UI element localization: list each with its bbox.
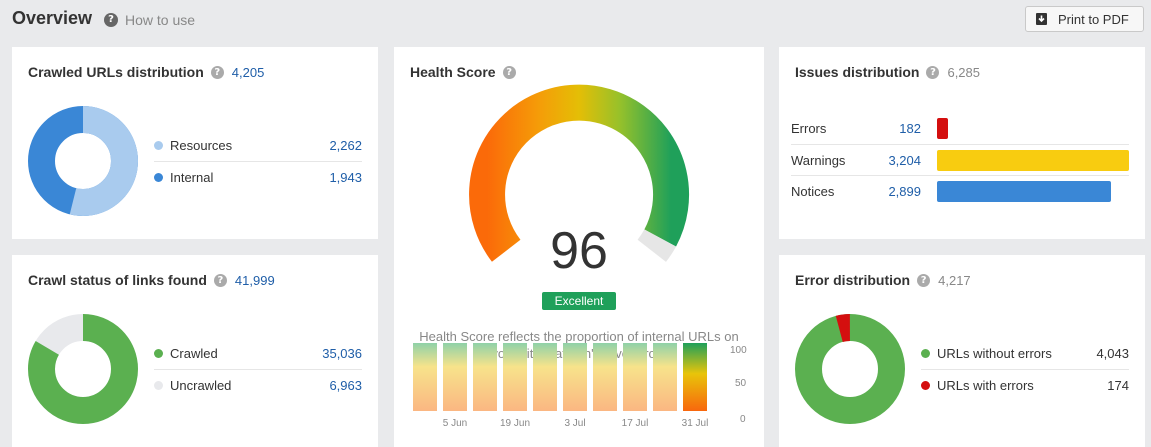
x-tick-label: 17 Jul [621,418,649,429]
history-bar[interactable] [563,343,587,411]
legend-item-resources[interactable]: Resources 2,262 [154,130,362,161]
x-tick-label: 31 Jul [681,418,709,429]
help-icon[interactable]: ? [926,65,940,79]
crawled-urls-title: Crawled URLs distribution ? 4,205 [28,64,264,80]
legend-label: Internal [170,169,214,185]
error-distribution-legend: URLs without errors 4,043 URLs with erro… [921,338,1129,400]
legend-item-uncrawled[interactable]: Uncrawled 6,963 [154,369,362,400]
issue-row-notices[interactable]: Notices 2,899 [791,175,1129,206]
legend-value: 174 [1107,377,1129,393]
history-bar[interactable] [533,343,557,411]
issue-value[interactable]: 3,204 [888,152,921,168]
help-icon[interactable]: ? [917,273,931,287]
legend-dot [921,349,930,358]
crawled-urls-card: Crawled URLs distribution ? 4,205 Resour… [12,47,378,239]
issue-label: Notices [791,183,835,199]
help-icon[interactable]: ? [213,273,227,287]
legend-value[interactable]: 6,963 [329,377,362,393]
gauge-arc [469,84,690,262]
issue-label: Warnings [791,152,846,168]
crawl-status-donut[interactable] [27,313,139,425]
legend-dot [154,380,163,390]
legend-dot [154,172,163,182]
warnings-bar[interactable] [937,149,1129,171]
crawl-status-title: Crawl status of links found ? 41,999 [28,272,275,288]
legend-value: 4,043 [1096,346,1129,361]
legend-label: Uncrawled [170,377,232,393]
print-to-pdf-label: Print to PDF [1058,11,1129,27]
history-bar-latest[interactable] [683,343,707,411]
crawled-urls-title-text: Crawled URLs distribution [28,64,204,80]
health-gauge [469,84,690,262]
issues-title-text: Issues distribution [795,64,920,80]
y-tick-label: 0 [740,414,746,425]
crawl-status-card: Crawl status of links found ? 41,999 Cra… [12,255,378,447]
history-bar[interactable] [593,343,617,411]
how-to-use-link[interactable]: ? How to use [104,12,195,28]
issue-value[interactable]: 2,899 [888,183,921,199]
issue-label: Errors [791,121,827,136]
errors-bar[interactable] [937,118,948,139]
legend-value[interactable]: 35,036 [322,346,362,361]
health-score-card: Health Score ? 96 Excellent Health Score… [394,47,764,447]
crawled-urls-legend: Resources 2,262 Internal 1,943 [154,130,362,192]
crawled-urls-donut[interactable] [27,105,139,217]
y-tick-label: 100 [730,345,747,356]
download-icon [1036,13,1047,25]
issue-row-warnings[interactable]: Warnings 3,204 [791,144,1129,175]
legend-item-urls-with-errors[interactable]: URLs with errors 174 [921,369,1129,400]
y-tick-label: 50 [735,378,747,389]
legend-value[interactable]: 1,943 [329,169,362,185]
legend-item-urls-without-errors[interactable]: URLs without errors 4,043 [921,338,1129,369]
legend-label: Resources [170,138,233,153]
history-bar[interactable] [473,343,497,411]
health-score-title: Health Score ? [410,64,516,80]
issue-value[interactable]: 182 [899,121,921,136]
help-icon[interactable]: ? [210,65,224,79]
x-tick-label: 3 Jul [564,418,586,429]
page-header: Overview ? How to use Print to PDF [0,0,1151,40]
legend-dot [154,141,163,150]
legend-dot [154,349,163,358]
issues-count: 6,285 [947,64,981,80]
health-score-title-text: Health Score [410,64,496,80]
page-title: Overview [12,8,93,28]
legend-dot [921,380,930,390]
crawl-status-count[interactable]: 41,999 [234,272,275,288]
error-distribution-title: Error distribution ? 4,217 [795,272,971,288]
issues-title: Issues distribution ? 6,285 [795,64,980,80]
notices-bar[interactable] [937,180,1111,202]
health-status-badge: Excellent [542,292,616,310]
error-distribution-card: Error distribution ? 4,217 URLs without … [779,255,1145,447]
issues-distribution-card: Issues distribution ? 6,285 Errors 182 W… [779,47,1145,239]
legend-item-crawled[interactable]: Crawled 35,036 [154,338,362,369]
history-bar[interactable] [413,343,437,411]
legend-item-internal[interactable]: Internal 1,943 [154,161,362,192]
crawled-urls-count[interactable]: 4,205 [231,64,265,80]
error-distribution-title-text: Error distribution [795,272,911,288]
help-icon: ? [104,13,118,27]
legend-label: URLs with errors [937,377,1034,393]
gauge-remaining-arc [637,229,677,262]
crawl-status-legend: Crawled 35,036 Uncrawled 6,963 [154,338,362,400]
print-to-pdf-button[interactable]: Print to PDF [1025,6,1144,32]
legend-label: URLs without errors [937,346,1052,361]
issue-row-errors[interactable]: Errors 182 [791,113,1129,144]
x-tick-label: 19 Jun [499,418,531,429]
history-bar[interactable] [623,343,647,411]
history-bar[interactable] [653,343,677,411]
help-icon[interactable]: ? [502,65,516,79]
x-tick-label: 5 Jun [442,418,468,429]
crawl-status-title-text: Crawl status of links found [28,272,207,288]
legend-value[interactable]: 2,262 [329,138,362,153]
error-distribution-donut[interactable] [794,313,906,425]
history-bar[interactable] [443,343,467,411]
history-bar[interactable] [503,343,527,411]
health-score-value: 96 [550,222,608,280]
legend-label: Crawled [170,346,218,361]
error-distribution-count: 4,217 [938,272,971,288]
how-to-use-label: How to use [125,12,196,28]
